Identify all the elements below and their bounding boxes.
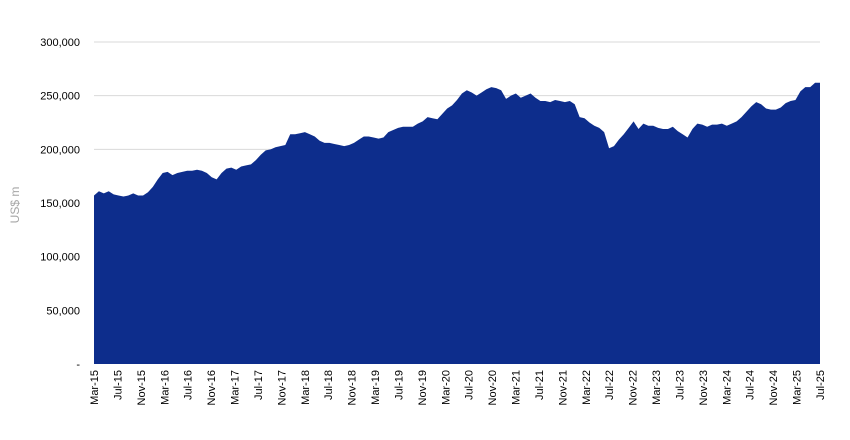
- x-tick-label: Jul-17: [253, 370, 265, 400]
- y-tick-label: 250,000: [40, 91, 80, 103]
- x-tick-label: Mar-23: [651, 370, 663, 405]
- x-tick-label: Jul-19: [394, 370, 406, 400]
- x-tick-label: Mar-18: [300, 370, 312, 405]
- x-tick-label: Nov-23: [698, 370, 710, 405]
- x-tick-label: Nov-17: [276, 370, 288, 405]
- x-tick-label: Mar-15: [89, 370, 101, 405]
- x-tick-label: Mar-25: [792, 370, 804, 405]
- x-tick-label: Nov-16: [206, 370, 218, 405]
- x-tick-label: Nov-18: [347, 370, 359, 405]
- y-tick-label: 200,000: [40, 144, 80, 156]
- y-tick-label: 50,000: [46, 305, 80, 317]
- x-tick-label: Nov-19: [417, 370, 429, 405]
- x-tick-label: Jul-16: [183, 370, 195, 400]
- x-tick-label: Nov-15: [136, 370, 148, 405]
- area-series: [94, 82, 820, 364]
- x-tick-label: Nov-20: [487, 370, 499, 405]
- x-tick-label: Mar-22: [581, 370, 593, 405]
- y-tick-label: 300,000: [40, 37, 80, 49]
- y-axis-label: US$ m: [8, 187, 22, 224]
- x-tick-label: Mar-17: [230, 370, 242, 405]
- x-tick-label: Mar-19: [370, 370, 382, 405]
- x-tick-label: Mar-24: [721, 370, 733, 405]
- y-tick-label: 150,000: [40, 198, 80, 210]
- x-tick-label: Mar-16: [159, 370, 171, 405]
- x-tick-label: Nov-22: [628, 370, 640, 405]
- x-tick-label: Mar-21: [511, 370, 523, 405]
- x-tick-label: Jul-23: [675, 370, 687, 400]
- x-tick-label: Jul-18: [323, 370, 335, 400]
- x-tick-label: Jul-22: [604, 370, 616, 400]
- x-tick-label: Jul-20: [464, 370, 476, 400]
- x-tick-label: Mar-20: [440, 370, 452, 405]
- x-tick-label: Jul-15: [112, 370, 124, 400]
- x-tick-label: Nov-24: [768, 370, 780, 405]
- x-tick-label: Jul-21: [534, 370, 546, 400]
- x-tick-label: Nov-21: [557, 370, 569, 405]
- x-axis-ticks: Mar-15 Jul-15 Nov-15 Mar-16 Jul-16 Nov-16 Mar-…: [89, 370, 827, 405]
- y-tick-label: -: [76, 359, 80, 371]
- x-tick-label: Jul-25: [815, 370, 827, 400]
- y-axis-ticks: - 50,000 100,000 150,000 200,000 250,000 300,0…: [40, 37, 80, 371]
- x-tick-label: Jul-24: [745, 370, 757, 400]
- y-tick-label: 100,000: [40, 252, 80, 264]
